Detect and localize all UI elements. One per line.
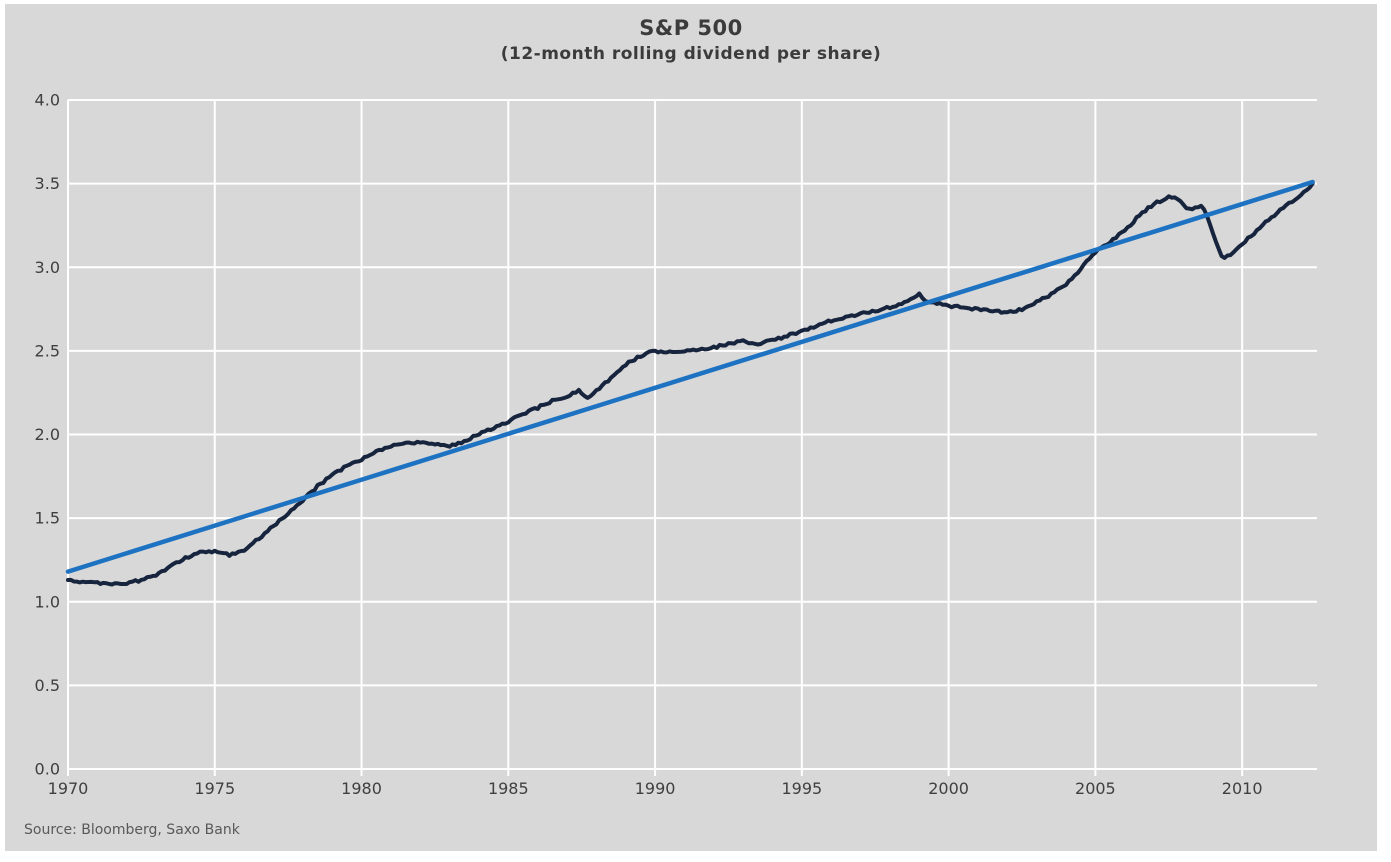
dividend-series-line bbox=[66, 181, 1315, 587]
x-axis-tick-label: 1990 bbox=[635, 779, 676, 798]
chart-subtitle: (12-month rolling dividend per share) bbox=[500, 44, 882, 64]
x-axis-tick-label: 2005 bbox=[1075, 779, 1116, 798]
y-axis-tick-label: 3.0 bbox=[35, 258, 60, 277]
y-axis-tick-label: 1.0 bbox=[35, 592, 60, 611]
x-axis-tick-label: 1970 bbox=[48, 779, 89, 798]
x-axis-tick-label: 1980 bbox=[341, 779, 382, 798]
x-axis-tick-label: 1995 bbox=[781, 779, 822, 798]
source-caption: Source: Bloomberg, Saxo Bank bbox=[24, 822, 240, 838]
y-axis-tick-label: 0.5 bbox=[35, 676, 60, 695]
y-axis-tick-label: 0.0 bbox=[35, 760, 60, 779]
y-axis-tick-label: 2.0 bbox=[35, 425, 60, 444]
x-axis-tick-label: 2010 bbox=[1222, 779, 1263, 798]
trend-line bbox=[65, 179, 1315, 574]
x-axis-tick-label: 1985 bbox=[488, 779, 529, 798]
chart-title: S&P 500 bbox=[639, 16, 743, 40]
y-axis-tick-label: 1.5 bbox=[35, 509, 60, 528]
chart-panel bbox=[5, 4, 1377, 851]
x-axis-tick-label: 1975 bbox=[194, 779, 235, 798]
y-axis-tick-label: 2.5 bbox=[35, 341, 60, 360]
x-axis-tick-label: 2000 bbox=[928, 779, 969, 798]
y-axis-tick-label: 3.5 bbox=[35, 174, 60, 193]
y-axis-tick-label: 4.0 bbox=[35, 91, 60, 110]
